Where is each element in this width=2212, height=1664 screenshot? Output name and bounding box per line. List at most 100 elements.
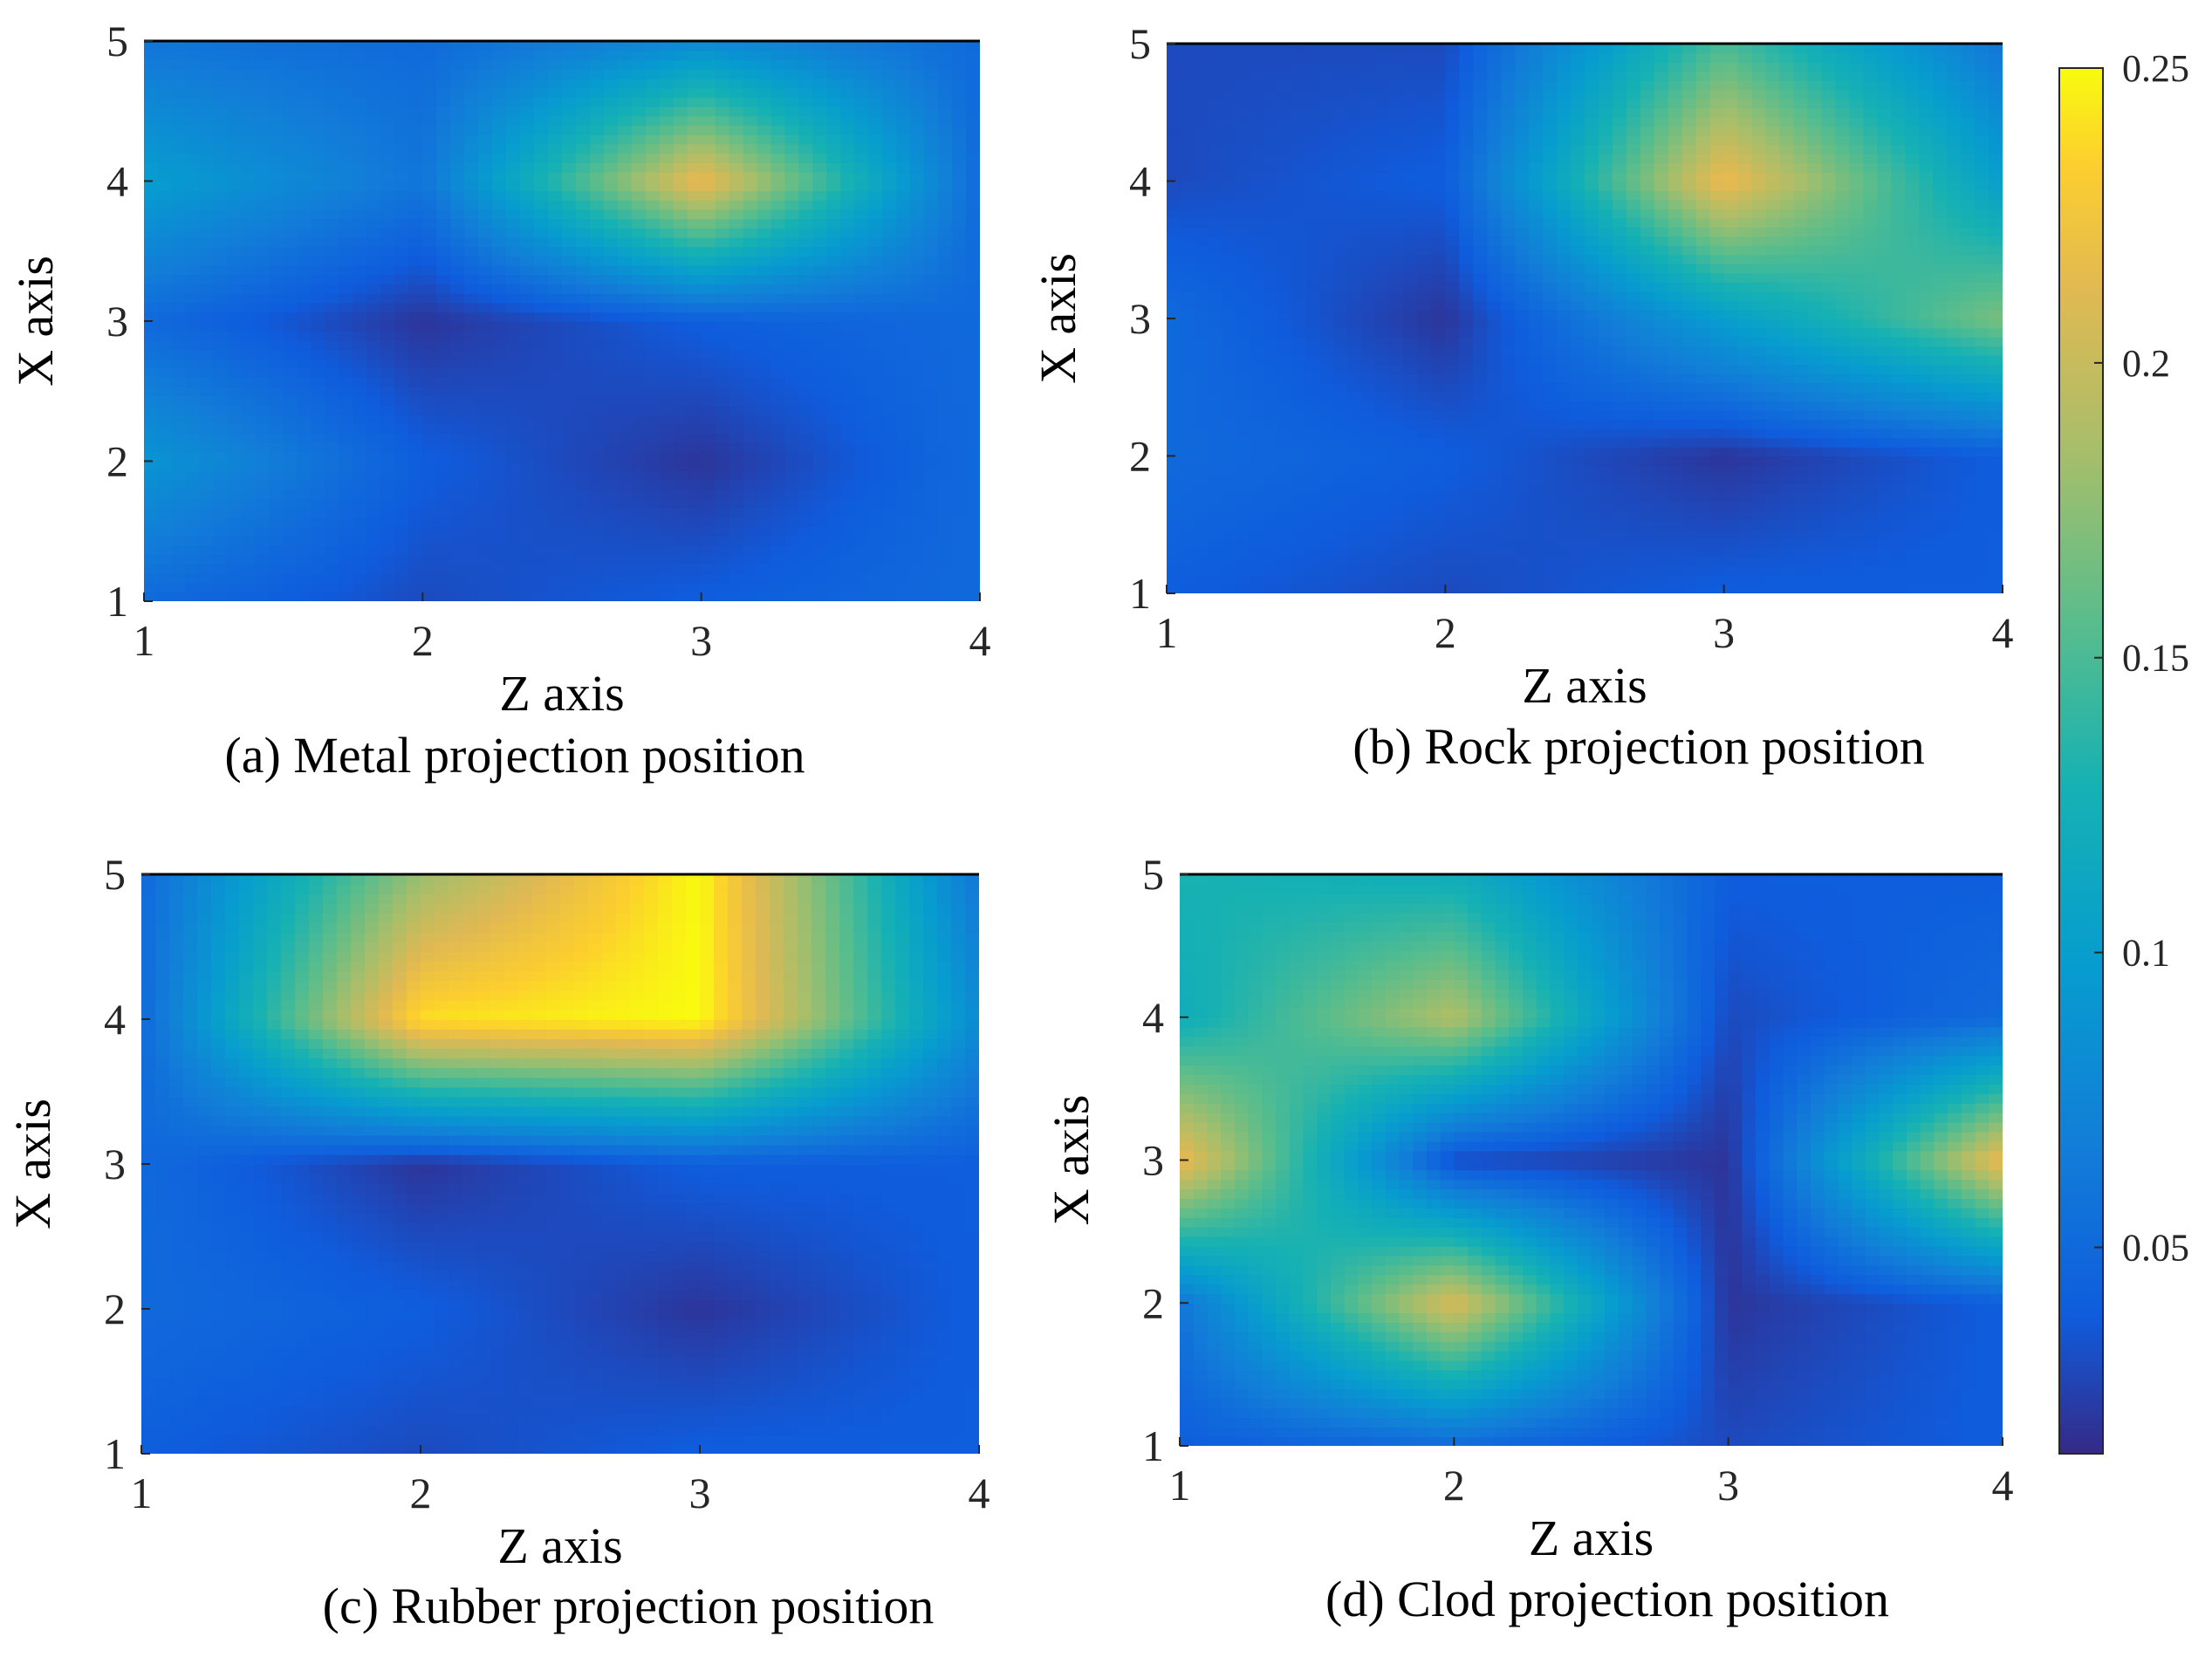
heatmap-cell (478, 284, 493, 294)
heatmap-cell (770, 367, 786, 378)
heatmap-cell (868, 377, 884, 387)
heatmap-cell (422, 377, 438, 387)
heatmap-cell (464, 572, 479, 584)
heatmap-cell (924, 470, 939, 481)
heatmap-cell (213, 87, 229, 98)
heatmap-cell (812, 106, 828, 117)
heatmap-cell (659, 125, 675, 135)
heatmap-cell (1167, 392, 1181, 402)
heatmap-cell (269, 125, 284, 135)
heatmap-cell (366, 339, 382, 350)
heatmap-cell (966, 414, 980, 425)
heatmap-cell (339, 302, 354, 313)
heatmap-cell (1194, 410, 1209, 421)
heatmap-cell (1640, 410, 1655, 421)
heatmap-cell (743, 479, 758, 490)
heatmap-cell (241, 171, 257, 182)
heatmap-cell (826, 339, 842, 350)
heatmap-cell (1529, 584, 1544, 593)
heatmap-cell (144, 256, 159, 266)
heatmap-cell (1905, 455, 1920, 466)
heatmap-cell (966, 106, 980, 117)
heatmap-cell (492, 274, 507, 284)
heatmap-cell (297, 228, 312, 238)
heatmap-cell (562, 78, 577, 89)
heatmap-cell (868, 97, 884, 107)
heatmap-cell (283, 564, 298, 574)
heatmap-cell (1236, 392, 1251, 402)
heatmap-cell (464, 395, 479, 407)
heatmap-cell (784, 78, 800, 89)
heatmap-cell (534, 349, 549, 360)
heatmap-cell (1167, 474, 1181, 484)
heatmap-cell (241, 246, 257, 257)
heatmap-cell (1891, 483, 1907, 494)
heatmap-cell (1431, 428, 1447, 439)
heatmap-cell (422, 564, 438, 574)
heatmap-cell (534, 517, 549, 528)
heatmap-cell (896, 470, 911, 481)
heatmap-cell (1208, 401, 1223, 411)
heatmap-cell (1933, 538, 1948, 549)
heatmap-cell (1291, 382, 1307, 393)
heatmap-cell (1543, 565, 1558, 576)
heatmap-cell (241, 125, 257, 135)
heatmap-cell (645, 312, 661, 322)
heatmap-cell (854, 423, 870, 435)
heatmap-cell (645, 50, 661, 61)
heatmap-cell (575, 461, 591, 471)
heatmap-cell (1417, 447, 1433, 457)
heatmap-cell (1821, 465, 1837, 476)
heatmap-cell (743, 209, 758, 220)
heatmap-cell (339, 517, 354, 528)
heatmap-cell (1291, 410, 1307, 421)
heatmap-cell (283, 256, 298, 266)
heatmap-cell (1598, 575, 1613, 585)
heatmap-cell (910, 264, 925, 276)
heatmap-cell (325, 199, 340, 210)
heatmap-cell (1291, 428, 1307, 439)
heatmap-cell (603, 517, 619, 528)
heatmap-cell (520, 423, 535, 435)
heatmap-cell (269, 377, 284, 387)
heatmap-cell (1835, 447, 1851, 457)
heatmap-cell (1180, 410, 1195, 421)
heatmap-cell (1793, 584, 1809, 593)
heatmap-cell (784, 517, 800, 528)
heatmap-cell (436, 536, 452, 546)
heatmap-cell (1849, 565, 1865, 576)
heatmap-cell (1167, 538, 1181, 549)
heatmap-cell (436, 479, 452, 490)
heatmap-cell (1640, 465, 1655, 476)
heatmap-cell (380, 284, 396, 294)
heatmap-cell (952, 59, 967, 70)
heatmap-cell (1180, 575, 1195, 585)
heatmap-cell (757, 470, 772, 481)
heatmap-cell (1947, 483, 1962, 494)
heatmap-cell (1515, 465, 1530, 476)
heatmap-cell (227, 395, 243, 407)
heatmap-cell (339, 59, 354, 70)
heatmap-cell (1250, 447, 1265, 457)
heatmap-cell (1709, 455, 1725, 466)
heatmap-cell (464, 292, 479, 304)
heatmap-cell (798, 171, 814, 182)
heatmap-cell (227, 171, 243, 182)
heatmap-cell (1375, 392, 1391, 402)
heatmap-cell (1236, 410, 1251, 421)
heatmap-cell (394, 536, 410, 546)
heatmap-cell (1821, 437, 1837, 448)
heatmap-cell (1291, 401, 1307, 411)
heatmap-cell (1250, 382, 1265, 393)
heatmap-cell (185, 236, 201, 248)
heatmap-cell (408, 536, 424, 546)
heatmap-cell (492, 395, 507, 407)
heatmap-cell (910, 125, 925, 135)
heatmap-cell (311, 190, 326, 201)
heatmap-cell (1431, 584, 1447, 593)
heatmap-cell (826, 526, 842, 537)
heatmap-cell (366, 489, 382, 500)
heatmap-cell (757, 367, 772, 378)
heatmap-cell (589, 181, 605, 191)
heatmap-cell (353, 236, 368, 248)
